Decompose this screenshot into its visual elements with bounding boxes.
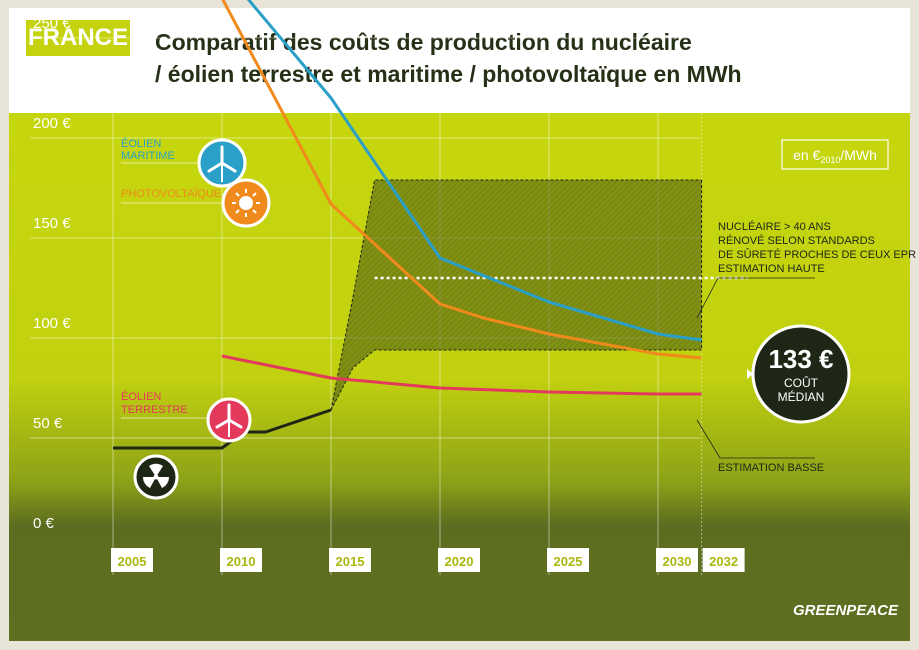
unit-prefix: en € [793, 147, 820, 163]
unit-sub: 2010 [820, 155, 840, 165]
nuclear-high-line [330, 179, 702, 411]
x-tick-label: 2025 [554, 554, 583, 569]
nuclear-radiation-icon [133, 454, 179, 500]
y-tick-label: 200 € [33, 115, 71, 132]
annotation-high-leader [696, 277, 815, 319]
annotation-low: ESTIMATION BASSE [718, 462, 824, 474]
x-tick-label: 2030 [663, 554, 692, 569]
x-tick-label: 2005 [118, 554, 147, 569]
nuclear-range-hatch [331, 180, 702, 410]
country-badge: FRANCE [26, 20, 130, 56]
x-tick-label: 2032 [709, 554, 738, 569]
chart-title: Comparatif des coûts de production du nu… [155, 26, 742, 90]
header-panel [9, 8, 910, 113]
axis-layer: 0 €50 €100 €150 €200 €250 €300 €20052010… [33, 15, 745, 572]
x-tick-label: 2010 [227, 554, 256, 569]
label-eolien-terrestre: ÉOLIEN TERRESTRE [121, 390, 188, 416]
svg-text:RÉNOVÉ SELON STANDARDS: RÉNOVÉ SELON STANDARDS [718, 234, 875, 247]
label-photovoltaique: PHOTOVOLTAÏQUE [121, 188, 221, 200]
y-tick-label: 250 € [33, 15, 71, 32]
x-tick-box [220, 548, 262, 572]
x-tick-box [329, 548, 371, 572]
median-value: 133 € [768, 344, 833, 374]
y-tick-label: 150 € [33, 215, 71, 232]
unit-box [781, 139, 889, 170]
svg-text:NUCLÉAIRE > 40 ANS: NUCLÉAIRE > 40 ANS [718, 220, 831, 233]
series-layer [113, 0, 702, 450]
sun-photovoltaic-icon [221, 178, 271, 228]
y-tick-label: 0 € [33, 515, 55, 532]
series-line-1 [221, 0, 702, 360]
y-tick-label: 50 € [33, 415, 63, 432]
x-tick-box [656, 548, 698, 572]
series-line-2 [221, 354, 702, 396]
title-line-2: / éolien terrestre et maritime / photovo… [155, 61, 742, 87]
unit-suffix: /MWh [840, 147, 877, 163]
median-badge: 133 € COÛT MÉDIAN [747, 324, 851, 424]
annotation-low-leader [696, 419, 815, 459]
label-eolien-maritime: ÉOLIEN MARITIME [121, 137, 175, 162]
y-tick-label: 100 € [33, 315, 71, 332]
x-tick-box [702, 548, 745, 572]
brand-logo: GREENPEACE [793, 602, 899, 619]
wind-turbine-terrestre-icon [206, 397, 252, 443]
x-tick-box [547, 548, 589, 572]
unit-label: en €2010/MWh [793, 147, 877, 165]
x-tick-label: 2020 [445, 554, 474, 569]
x-tick-box [111, 548, 153, 572]
wind-turbine-maritime-icon [197, 138, 247, 188]
svg-text:DE SÛRETÉ PROCHES DE CEUX EPR: DE SÛRETÉ PROCHES DE CEUX EPR : [718, 248, 919, 261]
annotation-high: NUCLÉAIRE > 40 ANS RÉNOVÉ SELON STANDARD… [718, 220, 919, 275]
median-label-1: COÛT [784, 375, 819, 390]
x-tick-box [438, 548, 480, 572]
svg-text:ESTIMATION HAUTE: ESTIMATION HAUTE [718, 263, 825, 275]
nuclear-low-line [330, 349, 702, 411]
nuclear-range-layer [330, 179, 748, 411]
series-line-0 [246, 0, 702, 342]
x-tick-label: 2015 [336, 554, 365, 569]
median-label-2: MÉDIAN [778, 389, 825, 404]
